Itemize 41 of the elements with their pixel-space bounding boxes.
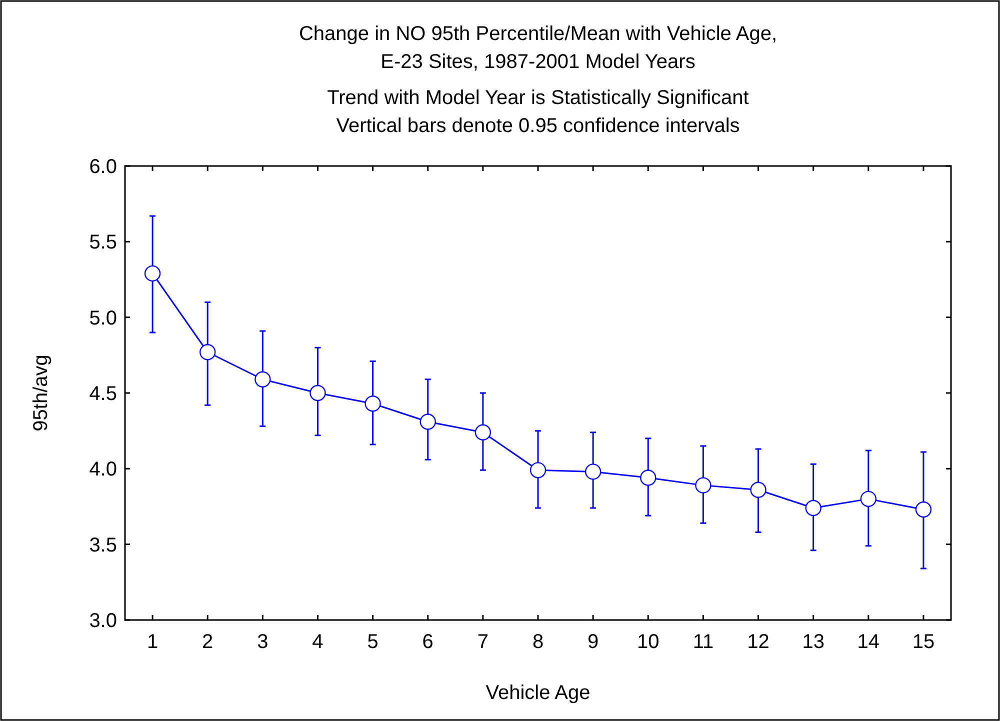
point [530,462,546,478]
y-tick-label: 3.0 [89,610,117,632]
y-tick-label: 3.5 [89,534,117,556]
point [364,395,381,412]
y-tick-label: 6.0 [89,156,117,178]
x-tick-label: 10 [637,631,660,653]
y-axis-title: 95th/avg [30,354,52,432]
y-tick-label: 5.5 [89,232,117,254]
x-tick-label: 12 [747,631,770,653]
point [310,384,326,402]
y-tick-label: 5.0 [89,307,117,330]
point [750,482,766,498]
point [420,414,436,430]
x-tick-label: 15 [912,631,935,653]
point [584,464,602,480]
point [254,371,271,388]
x-tick-label: 7 [477,631,488,653]
x-tick-label: 13 [802,631,824,653]
chart-subtitle: Trend with Model Year is Statistically Significant Vertical bars denote 0.95 confidence intervals [327,87,750,137]
y-tick-label: 4.5 [89,383,117,405]
point [860,490,876,508]
point [474,424,492,440]
x-tick-label: 1 [146,631,158,653]
x-tick-label: 9 [588,631,599,653]
x-tick-label: 6 [422,631,434,653]
point [805,500,822,516]
point [695,477,712,494]
x-tick-label: 2 [202,631,214,653]
x-axis-title: Vehicle Age [486,682,590,704]
x-tick-label: 14 [857,631,880,653]
chart-title: Change in NO 95th Percentile/Mean with Vehicle Age, E-23 Sites, 1987-2001 Model Years [298,23,778,73]
x-tick-label: 4 [312,631,324,653]
x-tick-label: 5 [367,631,378,653]
point [144,265,161,282]
x-tick-label: 3 [257,631,268,653]
x-tick-label: 11 [692,631,714,653]
y-tick-label: 4.0 [89,458,117,481]
point [915,501,932,518]
point [640,470,656,486]
point [200,344,216,360]
x-tick-label: 8 [532,631,544,653]
